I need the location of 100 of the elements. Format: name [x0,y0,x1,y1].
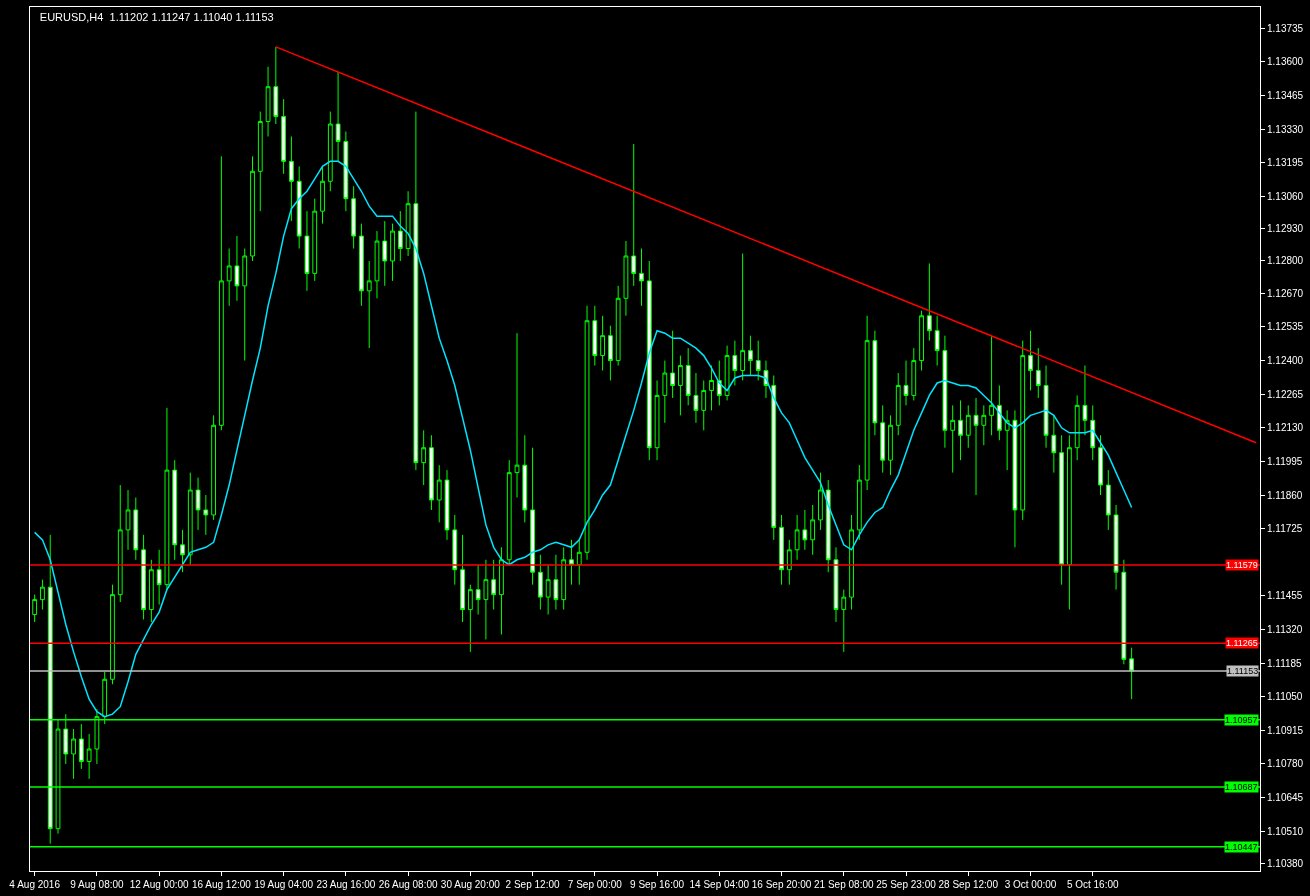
y-tick-label: 1.10380 [1267,858,1304,870]
x-tick-label: 7 Sep 00:00 [567,879,623,890]
y-tick-label: 1.13465 [1267,89,1304,101]
y-tick-label: 1.13330 [1267,123,1304,135]
candlestick [374,230,380,299]
candlestick [942,335,948,449]
candlestick [499,546,504,635]
x-tick-label: 2 Sep 12:00 [505,879,560,890]
candlestick [195,477,201,531]
y-tick-label: 1.11050 [1267,691,1303,703]
candlestick [257,111,263,212]
candlestick [226,248,232,307]
candlestick [475,564,481,616]
candlestick [849,514,854,611]
candlestick [530,447,535,586]
x-tick-label: 16 Aug 12:00 [191,879,252,890]
candlestick [965,404,971,449]
candlestick [1059,434,1065,586]
candlestick [78,723,84,770]
candlestick [320,165,325,225]
candlestick [1043,365,1049,449]
candlestick [748,335,753,377]
y-tick-label: 1.13195 [1267,157,1304,169]
candlestick [141,534,146,621]
candlestick [592,305,598,367]
y-tick-label: 1.12535 [1267,321,1304,333]
candlestick [553,554,559,611]
candlestick [1129,647,1135,700]
candlestick [958,399,963,461]
candlestick [156,549,162,606]
y-tick-label: 1.12130 [1267,422,1304,434]
candlestick [211,414,217,521]
chart-title: EURUSD,H4 1.11202 1.11247 1.11040 1.11153 [39,10,274,23]
candlestick [40,579,45,611]
candlestick [615,285,621,367]
candlestick [172,459,178,561]
candlestick [514,332,520,499]
candlestick [934,315,940,367]
candlestick [802,509,808,551]
candlestick [646,260,652,461]
x-tick-label: 14 Sep 04:00 [689,879,750,890]
candlestick [1066,434,1072,611]
candlestick [289,135,294,222]
x-tick-label: 4 Aug 2016 [9,879,61,890]
candlestick [491,559,497,611]
candlestick [740,253,746,381]
candlestick [1028,330,1033,391]
candlestick [662,360,668,424]
ref-line-label: 1.10957 [1225,715,1258,725]
candlestick [825,479,831,573]
candlestick [203,494,209,536]
candlestick [483,559,489,640]
candlestick [537,554,543,611]
x-tick-label: 12 Aug 00:00 [129,879,190,890]
y-tick-label: 1.13600 [1267,56,1304,68]
candlestick [779,514,784,586]
candlestick [71,728,76,780]
candlestick [335,71,341,162]
y-tick-label: 1.11185 [1267,657,1303,669]
candlestick [1090,404,1096,461]
candlestick [677,355,683,416]
candlestick [390,223,395,282]
candlestick [981,404,987,446]
candlestick [125,489,131,551]
x-tick-label: 26 Aug 08:00 [378,879,439,890]
candlestick [911,347,917,401]
candlestick [359,223,364,307]
x-tick-label: 23 Aug 16:00 [316,879,376,890]
candlestick [1121,559,1127,665]
ref-line-label: 1.11265 [1226,638,1258,648]
candlestick [148,559,154,623]
x-tick-label: 3 Oct 00:00 [1004,879,1057,890]
candlestick [343,131,349,212]
candlestick [709,365,714,411]
candlestick [304,210,310,292]
candlestick [1074,394,1080,461]
candlestick [436,464,442,523]
candlestick [880,404,886,474]
candlestick [693,372,699,424]
candlestick [926,262,932,342]
candlestick [996,384,1002,441]
candlestick [429,434,434,511]
candlestick [506,459,512,566]
y-tick-label: 1.11455 [1267,590,1303,602]
candlestick [133,497,139,561]
candlestick [1113,504,1119,591]
y-tick-label: 1.10645 [1267,792,1304,804]
candlestick [187,472,193,566]
x-tick-label: 21 Sep 08:00 [814,879,874,890]
ref-line-label: 1.11153 [1227,666,1259,676]
x-tick-label: 30 Aug 20:00 [440,879,501,890]
candlestick [600,315,606,372]
y-tick-label: 1.12400 [1267,355,1304,367]
candlestick [771,375,777,541]
candlestick [810,504,816,556]
ref-line-label: 1.10687 [1225,782,1258,792]
candlestick [164,407,170,591]
candlestick [794,514,800,561]
x-tick-label: 28 Sep 12:00 [938,879,999,890]
candlestick [32,594,38,623]
